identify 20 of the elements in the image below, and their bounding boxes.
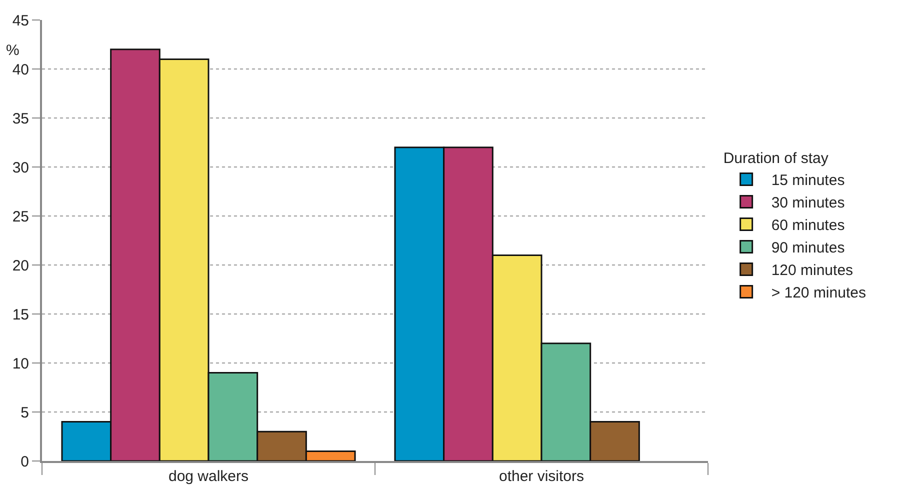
- y-tick-label: 20: [12, 257, 29, 274]
- legend-label: 15 minutes: [771, 172, 845, 190]
- legend-title: Duration of stay: [723, 150, 829, 167]
- legend-label: 90 minutes: [771, 240, 845, 257]
- legend-label: > 120 minutes: [771, 284, 866, 302]
- y-tick-label: 30: [12, 159, 29, 176]
- legend-label: 60 minutes: [771, 217, 845, 234]
- x-tick-label: other visitors: [498, 468, 584, 485]
- y-tick-label: 25: [12, 208, 29, 226]
- y-tick-label: 10: [12, 355, 29, 372]
- y-tick-label: 15: [12, 306, 29, 324]
- legend-label: 120 minutes: [771, 262, 854, 280]
- x-tick-label: dog walkers: [168, 468, 249, 485]
- y-tick-label: 5: [20, 404, 29, 422]
- y-tick-label: 35: [12, 110, 29, 128]
- y-axis-title: %: [6, 42, 20, 59]
- y-tick-label: 40: [12, 61, 29, 78]
- y-tick-label: 45: [12, 12, 29, 30]
- legend-label: 30 minutes: [771, 194, 845, 212]
- y-tick-label: 0: [20, 453, 29, 470]
